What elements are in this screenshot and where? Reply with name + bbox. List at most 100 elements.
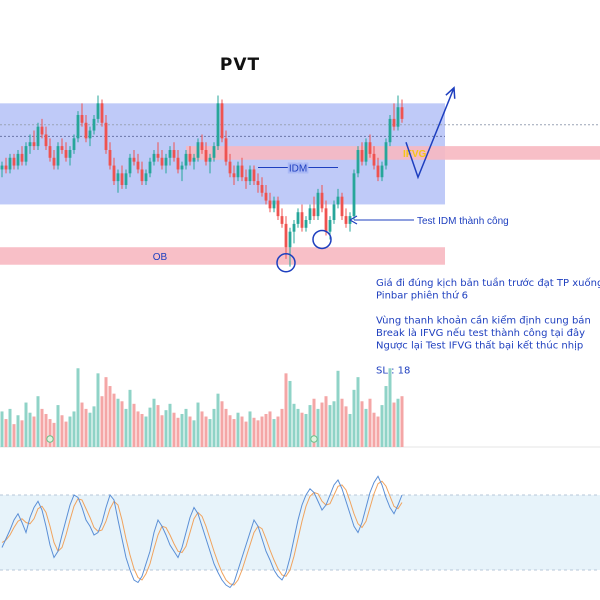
volume-bar — [168, 403, 172, 447]
ob-box — [0, 247, 445, 265]
candle-body — [320, 192, 324, 209]
candle-body — [24, 146, 28, 162]
candle-body — [112, 165, 116, 182]
candle-body — [168, 150, 172, 158]
volume-bar — [192, 420, 196, 447]
volume-bar — [28, 412, 32, 447]
volume-bar — [352, 389, 356, 447]
volume-bar — [108, 386, 112, 447]
candle-body — [212, 146, 216, 158]
volume-bar — [140, 413, 144, 447]
volume-bar — [24, 402, 28, 447]
volume-bar — [100, 396, 104, 447]
candle-body — [4, 165, 8, 170]
volume-bar — [16, 415, 20, 447]
stochastic-oscillator — [0, 475, 600, 589]
candle-body — [180, 165, 184, 170]
candle-body — [388, 118, 392, 143]
candle-body — [136, 161, 140, 170]
volume-bar — [88, 412, 92, 447]
candle-body — [392, 118, 396, 127]
candle-body — [80, 115, 84, 123]
candle-body — [196, 142, 200, 158]
volume-bar — [392, 402, 396, 447]
candle-body — [104, 122, 108, 150]
volume-bar — [200, 411, 204, 447]
ifvg-box — [186, 146, 600, 160]
candle-body — [228, 161, 232, 174]
candle-body — [380, 165, 384, 178]
candle-body — [20, 153, 24, 162]
volume-bar — [128, 389, 132, 447]
volume-bar — [76, 368, 80, 447]
projection-arrow-head — [445, 86, 456, 99]
volume-bar — [292, 403, 296, 447]
volume-bar — [116, 398, 120, 447]
volume-bar — [148, 407, 152, 447]
volume-bar — [288, 380, 292, 447]
volume-bar — [64, 421, 68, 447]
annotations: Test IDM thành công — [349, 86, 509, 227]
volume-bar — [228, 415, 232, 447]
volume-bar — [244, 421, 248, 447]
candle-body — [160, 157, 164, 166]
candle-body — [208, 157, 212, 162]
candle-body — [352, 173, 356, 217]
volume-bar — [196, 402, 200, 447]
volume-bar — [372, 412, 376, 447]
candle-body — [116, 173, 120, 182]
volume-bar — [4, 419, 8, 447]
volume-bar — [124, 408, 128, 447]
volume-bar — [224, 408, 228, 447]
candle-body — [76, 115, 80, 139]
candle-body — [28, 142, 32, 147]
candle-body — [128, 157, 132, 174]
candle-body — [92, 118, 96, 131]
note-line: Giá đi đúng kịch bản tuần trước đạt TP x… — [376, 277, 600, 289]
candle-body — [332, 204, 336, 220]
volume-bar — [336, 370, 340, 447]
projection-path — [405, 87, 455, 180]
volume-bar — [212, 408, 216, 447]
candle-body — [60, 146, 64, 150]
candlestick-series — [0, 95, 404, 267]
volume-bar — [156, 405, 160, 447]
candle-body — [144, 173, 148, 182]
stoch-d-line — [1, 480, 403, 586]
volume-bar — [188, 416, 192, 447]
price-levels: IDM — [0, 124, 600, 177]
volume-bar — [376, 416, 380, 447]
candle-body — [84, 122, 88, 139]
volume-bar — [180, 413, 184, 447]
volume-bar — [272, 419, 276, 447]
candle-body — [48, 146, 52, 158]
pivot-circle — [312, 229, 332, 250]
volume-bar — [256, 420, 260, 447]
test-idm-label: Test IDM thành công — [417, 216, 509, 227]
candle-body — [148, 161, 152, 174]
volume-bar — [208, 419, 212, 447]
volume-bar — [304, 413, 308, 447]
candle-body — [88, 130, 92, 139]
ifvg-label: IFVG — [403, 149, 427, 160]
volume-bar — [240, 416, 244, 447]
volume-bar — [380, 405, 384, 447]
candle-body — [248, 169, 252, 182]
volume-bar — [232, 419, 236, 447]
candle-body — [68, 150, 72, 158]
volume-bar — [252, 417, 256, 447]
volume-bar — [396, 398, 400, 447]
volume-bar — [360, 401, 364, 447]
volume-bar — [340, 398, 344, 447]
candle-body — [316, 192, 320, 217]
volume-bar — [160, 415, 164, 447]
note-line: Ngược lại Test IFVG thất bại kết thúc nh… — [376, 340, 583, 352]
volume-bar — [284, 373, 288, 447]
volume-bar — [332, 401, 336, 447]
candle-body — [12, 157, 16, 166]
volume-bar — [8, 408, 12, 447]
candle-body — [220, 103, 224, 139]
candle-body — [276, 200, 280, 217]
candle-body — [44, 134, 48, 147]
